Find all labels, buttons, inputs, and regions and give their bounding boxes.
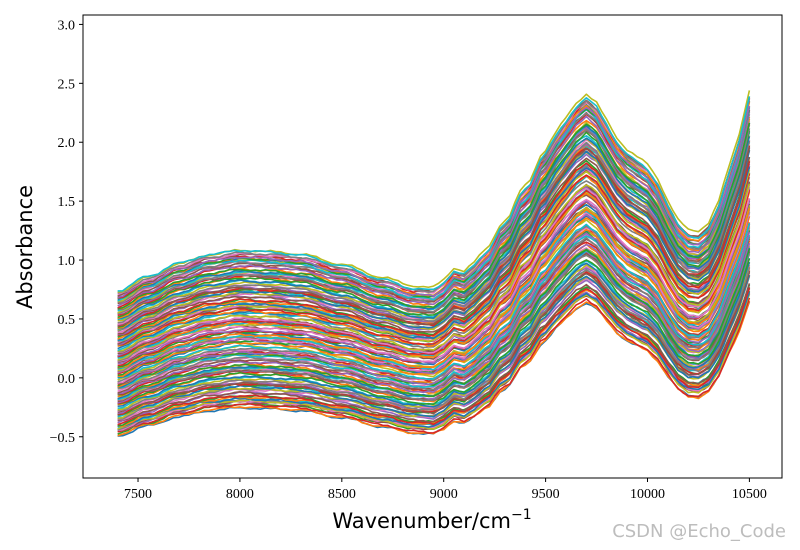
spectrum-line	[117, 231, 751, 386]
y-tick-label: 2.5	[58, 77, 76, 92]
spectrum-line	[117, 291, 751, 428]
spectrum-line	[117, 105, 751, 299]
spectrum-line	[117, 297, 751, 434]
y-tick-label: 1.5	[58, 195, 76, 210]
spectrum-line	[117, 248, 751, 398]
x-axis-title-text: Wavenumber/cm	[332, 509, 511, 533]
spectrum-line	[117, 135, 751, 322]
spectrum-line	[117, 287, 751, 428]
spectrum-line	[117, 186, 751, 354]
y-tick-label: 0.5	[58, 313, 76, 328]
spectrum-line	[117, 234, 751, 389]
spectrum-line	[117, 198, 751, 363]
spectrum-line	[117, 224, 751, 383]
spectrum-line	[117, 96, 751, 292]
spectrum-line	[117, 283, 751, 423]
x-tick-label: 10000	[630, 487, 665, 502]
spectrum-line	[117, 253, 751, 402]
y-tick-label: 0.0	[58, 372, 76, 387]
spectrum-line	[117, 209, 751, 371]
spectrum-line	[117, 146, 751, 327]
y-tick-label: −0.5	[50, 431, 75, 446]
spectrum-line	[117, 166, 751, 341]
spectrum-line	[117, 173, 751, 348]
spectrum-line	[117, 293, 751, 430]
spectrum-line	[117, 169, 751, 343]
spectrum-line	[117, 198, 751, 365]
spectrum-line	[117, 150, 751, 330]
spectrum-line	[117, 274, 751, 418]
x-axis-title: Wavenumber/cm−1	[332, 507, 531, 533]
spectrum-line	[117, 136, 751, 320]
x-tick-label: 9000	[430, 487, 458, 502]
spectrum-line	[117, 161, 751, 337]
x-axis-title-superscript: −1	[511, 507, 532, 523]
x-tick-label: 10500	[732, 487, 767, 502]
spectrum-line	[117, 208, 751, 369]
spectrum-line	[117, 98, 751, 294]
spectrum-line	[117, 261, 751, 408]
spectrum-line	[117, 222, 751, 381]
x-tick-label: 9500	[532, 487, 560, 502]
plot-frame	[82, 14, 783, 479]
spectrum-line	[117, 287, 751, 426]
spectrum-line	[117, 235, 751, 391]
y-tick-label: 2.0	[58, 136, 76, 151]
spectrum-line	[117, 300, 751, 437]
spectrum-line	[117, 212, 751, 375]
y-axis-title: Absorbance	[13, 185, 37, 309]
spectrum-line	[117, 156, 751, 335]
spectrum-line	[117, 230, 751, 387]
series-group	[117, 90, 751, 437]
y-tick-label: 1.0	[58, 254, 76, 269]
y-tick-label: 3.0	[58, 18, 76, 33]
spectrum-line	[117, 122, 751, 310]
spectrum-line	[117, 272, 751, 415]
spectrum-line	[117, 128, 751, 315]
spectrum-line	[117, 268, 751, 412]
x-axis-ticks: 7500 8000 8500 9000 9500 10000 10500	[124, 478, 767, 502]
spectrum-line	[117, 140, 751, 324]
spectrum-line	[117, 191, 751, 358]
watermark: CSDN @Echo_Code	[612, 521, 786, 542]
spectrum-line	[117, 113, 751, 307]
spectrum-line	[117, 262, 751, 411]
spectrum-line	[117, 107, 751, 302]
spectrum-line	[117, 183, 751, 352]
x-tick-label: 7500	[124, 487, 152, 502]
spectrum-line	[117, 189, 751, 358]
spectrum-line	[117, 242, 751, 395]
spectrum-line	[117, 130, 751, 318]
x-tick-label: 8500	[328, 487, 356, 502]
spectrum-line	[117, 98, 751, 296]
y-axis-ticks: −0.5 0.0 0.5 1.0 1.5 2.0 2.5 3.0	[50, 18, 83, 446]
x-tick-label: 8000	[226, 487, 254, 502]
spectrum-line	[117, 173, 751, 346]
spectrum-line	[117, 258, 751, 406]
